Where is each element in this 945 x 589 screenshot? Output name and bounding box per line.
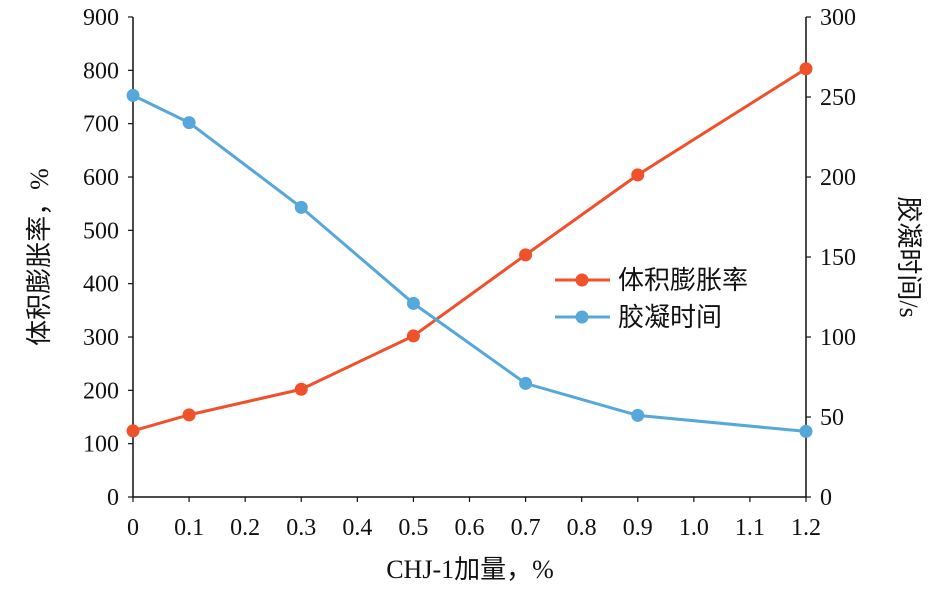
x-tick-label: 0.7 (511, 515, 541, 541)
x-tick-label: 0.2 (230, 515, 260, 541)
data-point (631, 168, 645, 182)
x-tick-label: 1.1 (735, 515, 765, 541)
legend-label: 体积膨胀率 (618, 266, 748, 295)
x-tick-label: 0.6 (455, 515, 485, 541)
legend-marker (575, 310, 589, 324)
y2-tick-label: 50 (820, 405, 844, 431)
data-point (519, 376, 533, 390)
data-point (799, 424, 813, 438)
data-point (519, 248, 533, 262)
y-tick-label: 500 (83, 218, 119, 244)
series-line-0 (132, 67, 807, 433)
y2-axis-label: 胶凝时间/s (894, 196, 923, 317)
data-point (182, 116, 196, 130)
y-axis-label: 体积膨胀率，% (25, 168, 54, 346)
x-tick-label: 0.8 (567, 515, 597, 541)
x-tick-label: 0.5 (398, 515, 428, 541)
data-point (294, 200, 308, 214)
data-point (182, 408, 196, 422)
x-tick-label: 1.2 (791, 515, 821, 541)
data-point (631, 408, 645, 422)
x-tick-label: 0.4 (342, 515, 372, 541)
y-tick-label: 300 (83, 325, 119, 351)
axes: 0 0.1 0.2 0.3 0.4 0.5 0.6 0.7 0.8 0.9 1.0 1.1 1.2 0 10… (83, 5, 856, 541)
y-tick-label: 200 (83, 378, 119, 404)
y-tick-label: 800 (83, 58, 119, 84)
y-tick-label: 0 (107, 485, 119, 511)
data-point (126, 88, 140, 102)
y2-tick-label: 100 (820, 325, 856, 351)
series-layer (126, 62, 813, 438)
data-point (406, 329, 420, 343)
x-tick-label: 0.1 (174, 515, 204, 541)
x-axis-label: CHJ-1加量，% (386, 555, 554, 584)
y-tick-label: 400 (83, 272, 119, 298)
data-point (294, 382, 308, 396)
y2-tick-label: 150 (820, 245, 856, 271)
y-tick-label: 600 (83, 165, 119, 191)
y2-tick-label: 250 (820, 85, 856, 111)
y2-tick-label: 0 (820, 485, 832, 511)
data-point (406, 296, 420, 310)
y-tick-label: 700 (83, 112, 119, 138)
y-tick-label: 900 (83, 5, 119, 31)
data-point (126, 424, 140, 438)
series-line-1 (132, 94, 807, 433)
x-tick-label: 0.3 (286, 515, 316, 541)
x-tick-label: 1.0 (679, 515, 709, 541)
x-tick-label: 0.9 (623, 515, 653, 541)
y2-tick-label: 300 (820, 5, 856, 31)
y2-tick-label: 200 (820, 165, 856, 191)
y-tick-label: 100 (83, 432, 119, 458)
data-point (799, 62, 813, 76)
legend-marker (575, 273, 589, 287)
legend-label: 胶凝时间 (618, 303, 722, 332)
x-tick-label: 0 (127, 515, 139, 541)
